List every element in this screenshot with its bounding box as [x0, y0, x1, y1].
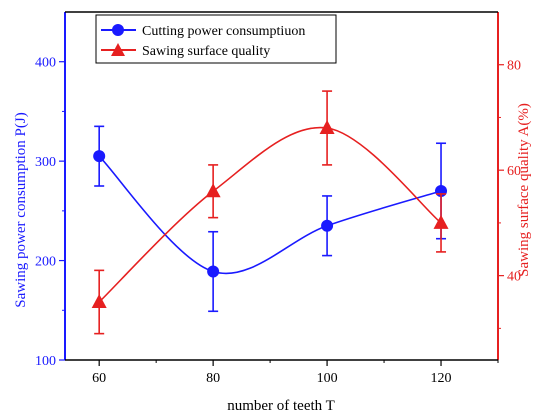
x-tick-label: 80 — [206, 371, 220, 386]
right-y-axis-title: Sawing surface quality A(%) — [516, 103, 532, 277]
left-y-axis-title: Sawing power consumption P(J) — [13, 112, 29, 307]
left-y-tick-label: 100 — [35, 354, 56, 369]
left-y-tick-label: 400 — [35, 56, 56, 71]
x-tick-label: 60 — [92, 371, 106, 386]
data-point-quality — [205, 183, 221, 198]
right-y-tick-label: 60 — [507, 164, 521, 179]
data-point-quality — [91, 294, 107, 308]
series-line-power — [98, 155, 442, 275]
x-tick-label: 120 — [431, 371, 452, 386]
x-axis-title: number of teeth T — [227, 398, 335, 414]
legend-marker-circle — [112, 24, 124, 36]
data-point-quality — [433, 214, 449, 229]
left-y-tick-label: 300 — [35, 155, 56, 170]
x-tick-label: 100 — [317, 371, 338, 386]
series-line-quality — [98, 126, 442, 303]
right-y-tick-label: 80 — [507, 59, 521, 74]
axes: 60 80 100 120 100 200 300 400 40 60 80 — [35, 11, 521, 386]
data-point-power — [207, 265, 220, 278]
left-y-tick-label: 200 — [35, 255, 56, 270]
legend-label-quality: Sawing surface quality — [142, 44, 270, 59]
legend-marker-triangle — [111, 43, 125, 56]
data-point-power — [321, 219, 334, 232]
data-point-power — [93, 150, 106, 163]
legend-box — [95, 14, 337, 64]
plot-area — [91, 90, 449, 335]
legend-label-power: Cutting power consumptiuon — [142, 24, 305, 39]
right-y-tick-label: 40 — [507, 270, 521, 285]
legend: Cutting power consumptiuon Sawing surfac… — [95, 14, 337, 64]
data-point-quality — [319, 120, 335, 134]
